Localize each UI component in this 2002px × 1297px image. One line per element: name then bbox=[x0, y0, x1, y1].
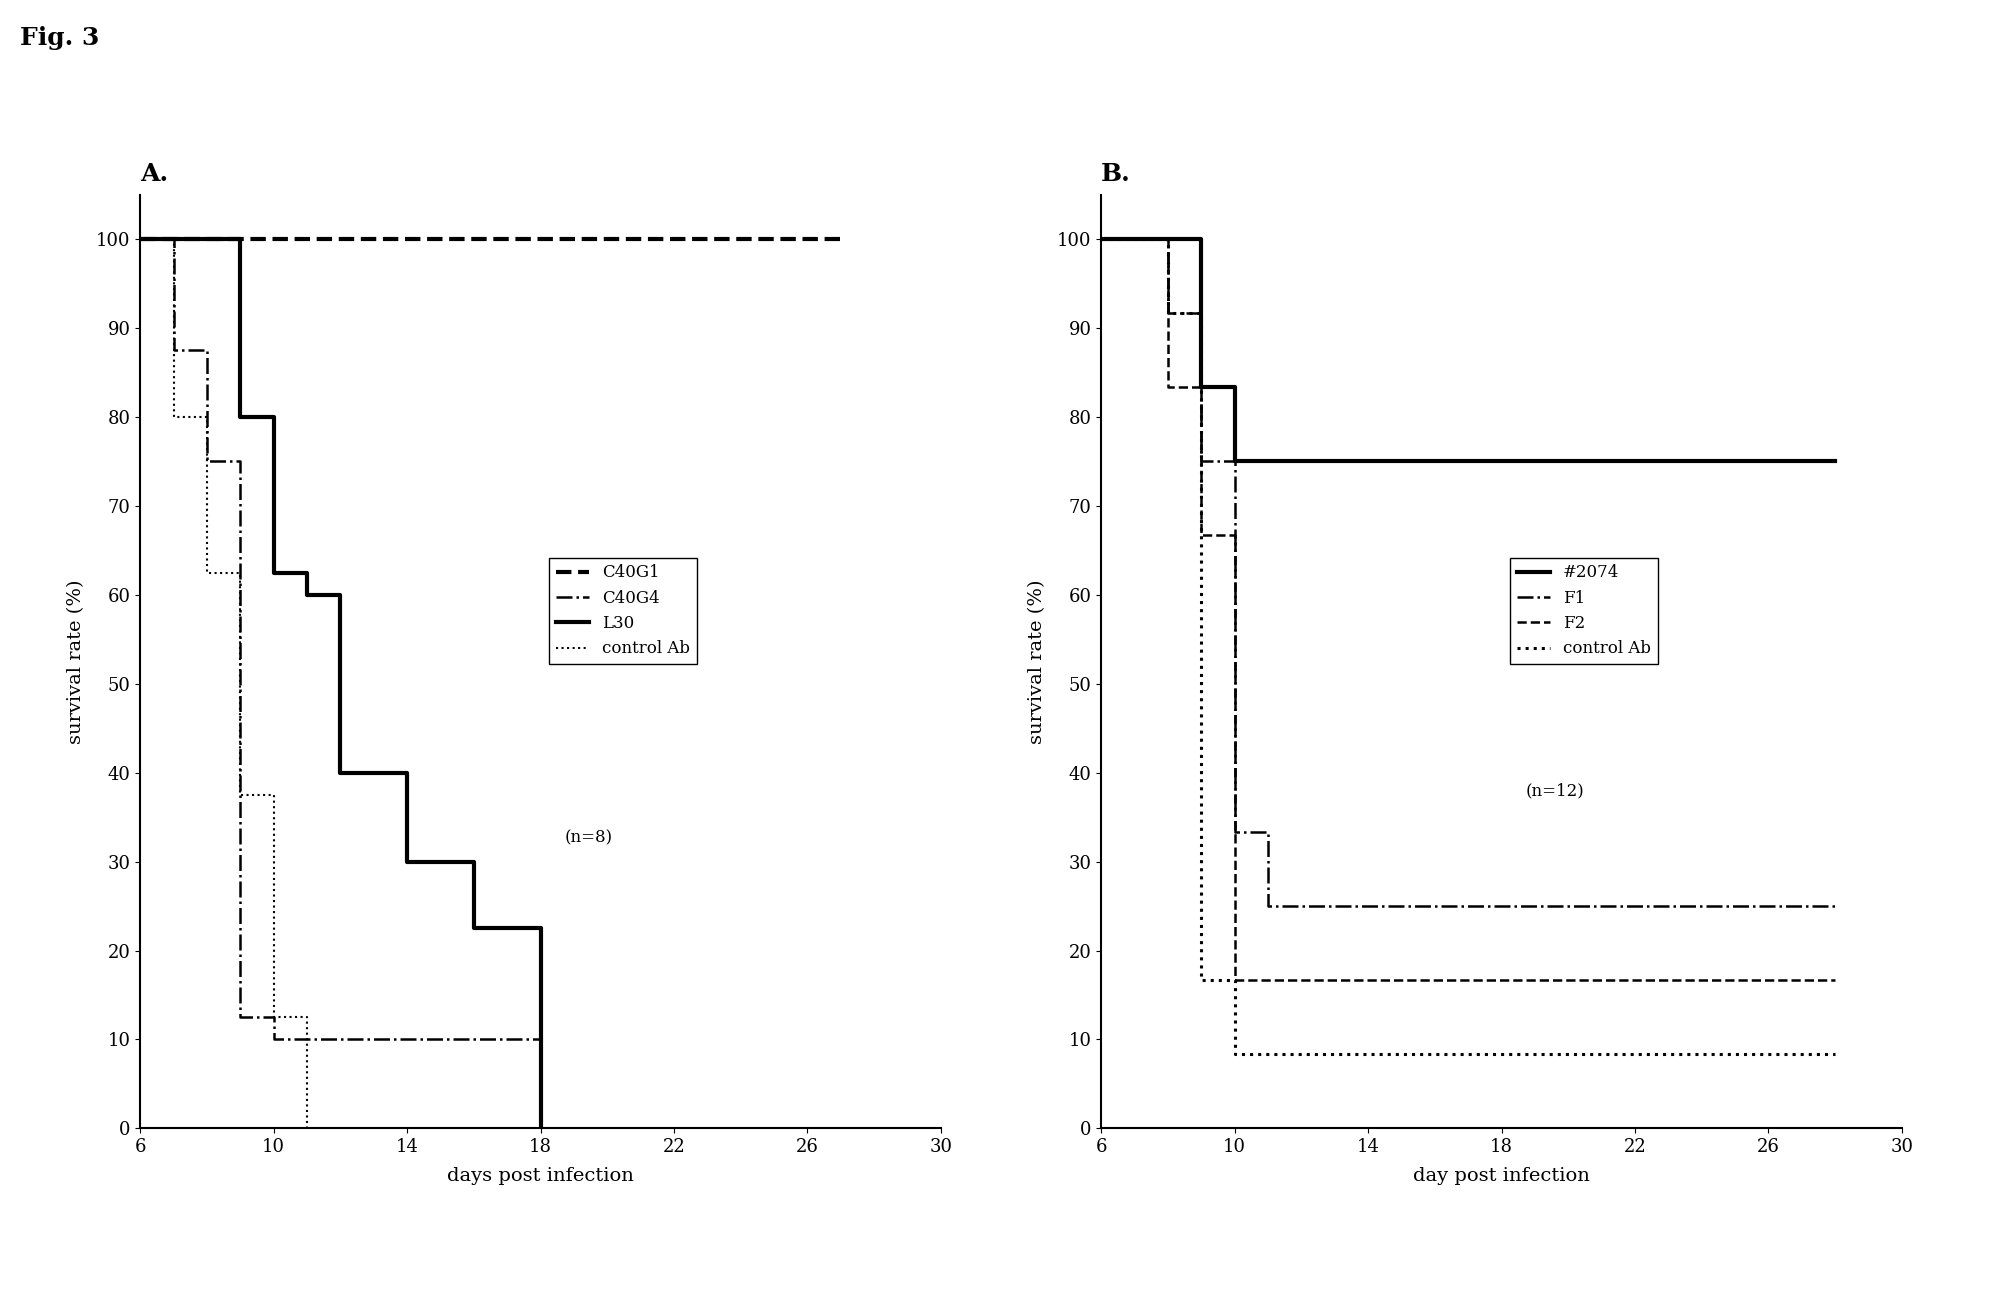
X-axis label: days post infection: days post infection bbox=[446, 1167, 635, 1185]
Y-axis label: survival rate (%): survival rate (%) bbox=[1027, 580, 1045, 743]
X-axis label: day post infection: day post infection bbox=[1413, 1167, 1590, 1185]
Legend: C40G1, C40G4, L30, control Ab: C40G1, C40G4, L30, control Ab bbox=[549, 558, 697, 664]
Y-axis label: survival rate (%): survival rate (%) bbox=[66, 580, 84, 743]
Legend: #2074, F1, F2, control Ab: #2074, F1, F2, control Ab bbox=[1510, 558, 1658, 664]
Text: Fig. 3: Fig. 3 bbox=[20, 26, 100, 51]
Text: (n=12): (n=12) bbox=[1526, 783, 1584, 800]
Text: A.: A. bbox=[140, 162, 168, 185]
Text: (n=8): (n=8) bbox=[565, 830, 613, 847]
Text: B.: B. bbox=[1101, 162, 1131, 185]
